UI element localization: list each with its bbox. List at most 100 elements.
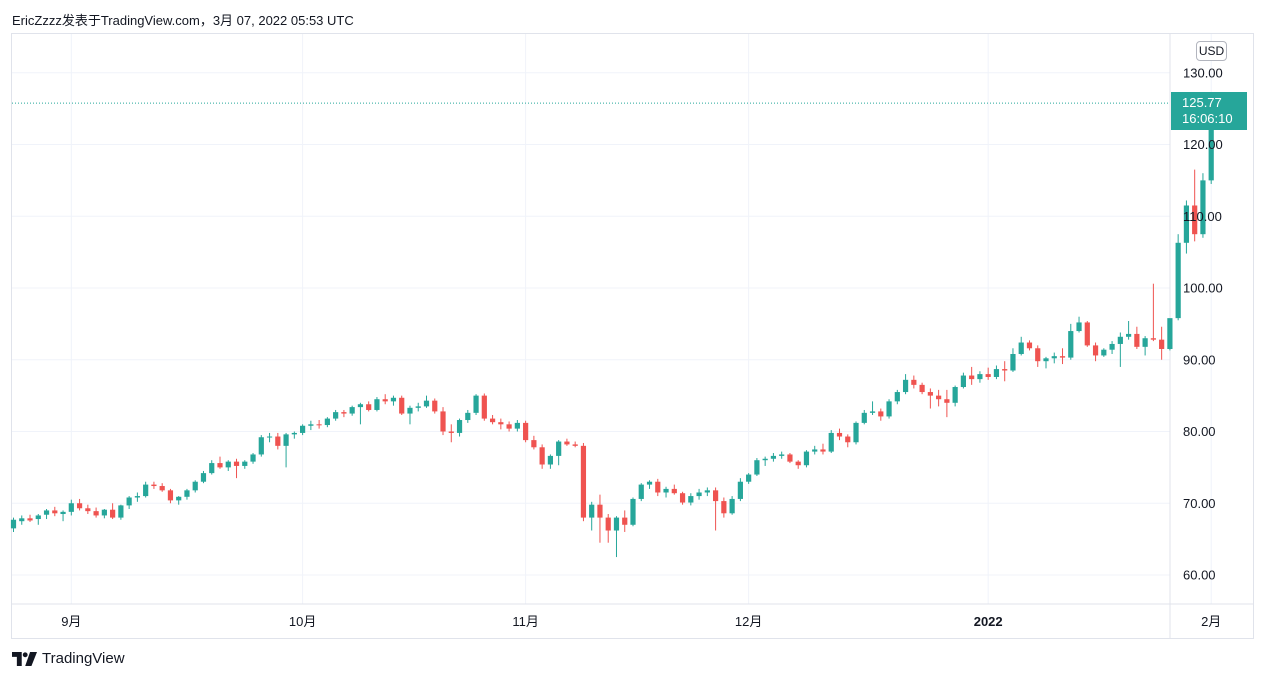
candle (200, 470, 207, 484)
candle (258, 435, 264, 457)
candle (357, 402, 364, 425)
candle-body (597, 504, 603, 518)
candle-body (1167, 318, 1173, 349)
candle-body (390, 397, 397, 402)
candle-body (1142, 338, 1148, 347)
candle (1109, 341, 1115, 355)
candle-body (333, 412, 339, 419)
candle-body (523, 422, 529, 441)
candle (1175, 234, 1181, 321)
candle (440, 407, 446, 436)
candle (10, 517, 17, 532)
candle (679, 491, 686, 505)
candle-body (812, 449, 818, 452)
candle-body (646, 481, 653, 485)
candle (1159, 326, 1165, 360)
candle (60, 510, 66, 522)
candle-body (250, 454, 256, 462)
candle-body (93, 511, 99, 516)
candle (762, 456, 768, 466)
candle-body (770, 455, 777, 459)
candle-body (1208, 103, 1214, 181)
candle (217, 456, 223, 469)
candle-body (233, 461, 240, 466)
candle-body (746, 474, 752, 482)
candle-body (349, 407, 355, 414)
footer-brand[interactable]: TradingView (12, 650, 125, 667)
candle-body (1018, 342, 1024, 355)
x-tick-label: 2月 (1201, 614, 1221, 629)
candle (1043, 356, 1049, 369)
candle-body (713, 490, 719, 502)
candle (324, 417, 330, 428)
candle-body (1183, 205, 1190, 243)
candle-body (820, 449, 826, 452)
candle (977, 371, 983, 383)
candle (1068, 323, 1074, 360)
candle (729, 496, 735, 515)
candle (1183, 200, 1190, 254)
candle (76, 498, 83, 511)
candle (225, 460, 231, 471)
candle-body (151, 484, 157, 487)
candle-body (217, 463, 223, 468)
candle-body (101, 509, 107, 516)
candle-body (845, 436, 851, 443)
candle-body (473, 395, 479, 413)
candle-body (399, 397, 405, 414)
candle (795, 460, 801, 469)
candle-body (1126, 333, 1132, 337)
x-tick-label: 12月 (735, 614, 762, 629)
candle (291, 431, 297, 439)
candle (944, 389, 950, 418)
candle-body (366, 404, 372, 410)
candle (209, 460, 215, 475)
candle-body (167, 490, 174, 501)
candle-body (184, 490, 190, 497)
x-tick-label: 2022 (974, 614, 1003, 629)
candle-body (1035, 348, 1041, 362)
last-price-value: 125.77 (1182, 95, 1222, 110)
candle (638, 483, 644, 502)
candle (19, 515, 25, 525)
candle-body (704, 490, 710, 493)
candle (250, 453, 256, 464)
candle (812, 445, 818, 455)
x-tick-label: 11月 (512, 614, 539, 629)
currency-selector[interactable]: USD (1196, 41, 1227, 61)
candle-body (1134, 333, 1140, 347)
candle (266, 432, 273, 443)
candle (597, 494, 603, 543)
candle-body (779, 454, 785, 456)
candle (911, 375, 917, 389)
candle-body (630, 498, 636, 525)
candle-body (407, 407, 413, 414)
candle-body (1101, 349, 1107, 356)
candle (564, 438, 570, 446)
candle (1010, 348, 1016, 372)
candle-body (1043, 358, 1049, 362)
candle-body (531, 440, 537, 448)
footer-brand-text: TradingView (42, 650, 125, 667)
bar-countdown: 16:06:10 (1182, 111, 1233, 126)
candle-body (143, 484, 149, 497)
candle (390, 395, 397, 406)
candle-body (85, 508, 91, 512)
candle (1150, 283, 1156, 342)
candle (696, 488, 702, 500)
candle-body (498, 422, 504, 425)
candle-body (1159, 339, 1165, 349)
candle-body (266, 436, 273, 438)
candle (655, 478, 661, 497)
candle-body (1084, 322, 1090, 346)
candle-body (754, 460, 760, 475)
candle-body (465, 412, 471, 421)
candle-body (423, 400, 430, 407)
candle (853, 421, 859, 445)
candle (894, 389, 900, 405)
tradingview-logo-icon (12, 651, 37, 666)
candle (531, 435, 537, 450)
candle (927, 388, 933, 409)
candle (52, 506, 58, 517)
